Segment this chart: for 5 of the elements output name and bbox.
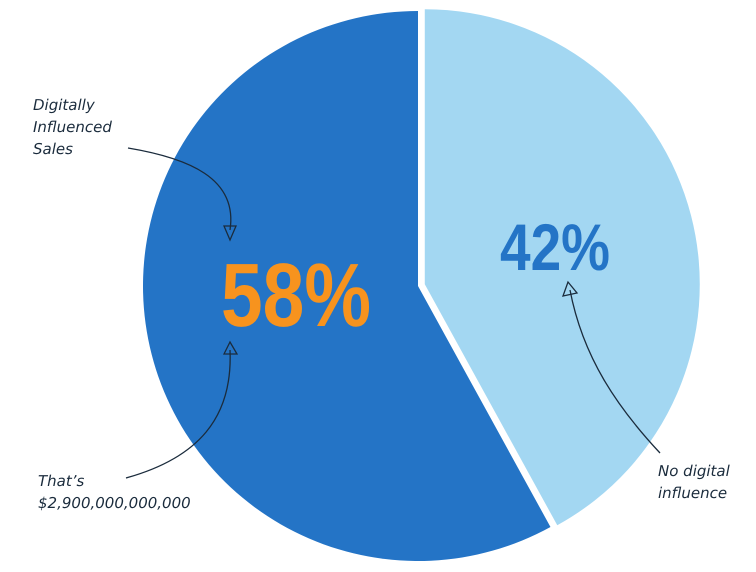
slice-label: No digital influence [658,462,731,502]
text: That’s $2,900,000,000,000 [38,472,191,512]
data-label: 58% [221,246,402,346]
slice-label: Digitally Influenced Sales [33,96,112,158]
data-label: 42% [500,210,632,284]
